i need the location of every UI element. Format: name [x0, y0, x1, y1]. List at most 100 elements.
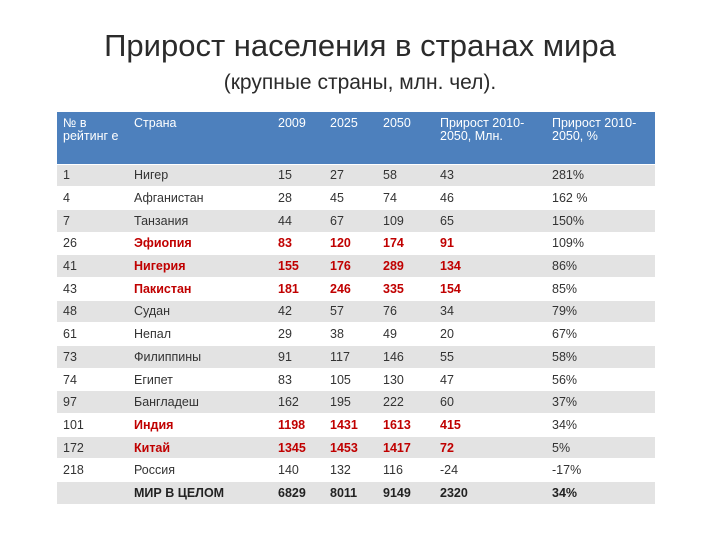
cell-y2009: 91: [272, 345, 324, 369]
cell-growth-abs: 134: [434, 254, 546, 278]
cell-rank: 48: [57, 299, 128, 323]
cell-rank: 41: [57, 254, 128, 278]
table-total-row: МИР В ЦЕЛОМ 6829 8011 9149 2320 34%: [57, 481, 655, 505]
cell-growth-pct: 162 %: [546, 186, 655, 210]
header-rank: № в рейтинг е: [57, 112, 128, 164]
table-row: 4 Афганистан 28 45 74 46 162 %: [57, 186, 655, 210]
cell-country: Судан: [128, 299, 272, 323]
cell-y2009: 42: [272, 299, 324, 323]
cell-y2050: 130: [377, 367, 434, 391]
cell-y2009: 15: [272, 163, 324, 187]
table-row: 73 Филиппины 91 117 146 55 58%: [57, 345, 655, 369]
cell-y2050: 49: [377, 322, 434, 346]
cell-rank: 218: [57, 458, 128, 482]
population-table: № в рейтинг е Страна 2009 2025 2050 Прир…: [57, 112, 655, 505]
cell-y2009: 6829: [272, 481, 324, 505]
cell-y2009: 181: [272, 276, 324, 301]
cell-y2050: 289: [377, 254, 434, 278]
cell-y2050: 74: [377, 186, 434, 210]
cell-growth-abs: 72: [434, 435, 546, 459]
cell-rank: 7: [57, 208, 128, 233]
cell-growth-abs: 43: [434, 163, 546, 187]
cell-growth-pct: 67%: [546, 322, 655, 346]
cell-growth-abs: 55: [434, 345, 546, 369]
cell-country: Танзания: [128, 208, 272, 233]
cell-rank: 97: [57, 390, 128, 414]
cell-rank: [57, 481, 128, 505]
cell-y2050: 335: [377, 276, 434, 301]
cell-y2050: 58: [377, 163, 434, 187]
table-row: 61 Непал 29 38 49 20 67%: [57, 322, 655, 346]
cell-growth-abs: 34: [434, 299, 546, 323]
cell-growth-pct: 34%: [546, 413, 655, 437]
cell-country: Эфиопия: [128, 231, 272, 255]
cell-y2025: 57: [324, 299, 377, 323]
table-row: 26 Эфиопия 83 120 174 91 109%: [57, 231, 655, 255]
cell-y2025: 38: [324, 322, 377, 346]
cell-y2009: 83: [272, 367, 324, 391]
cell-y2009: 1198: [272, 413, 324, 437]
cell-rank: 172: [57, 435, 128, 459]
cell-y2009: 83: [272, 231, 324, 255]
table-header-row: № в рейтинг е Страна 2009 2025 2050 Прир…: [57, 112, 655, 164]
cell-growth-pct: 86%: [546, 254, 655, 278]
cell-y2025: 195: [324, 390, 377, 414]
cell-y2025: 27: [324, 163, 377, 187]
cell-country: Индия: [128, 413, 272, 437]
table-row: 43 Пакистан 181 246 335 154 85%: [57, 276, 655, 301]
cell-growth-abs: 65: [434, 208, 546, 233]
page-title: Прирост населения в странах мира: [104, 28, 616, 63]
cell-y2050: 1613: [377, 413, 434, 437]
cell-y2009: 155: [272, 254, 324, 278]
cell-y2025: 246: [324, 276, 377, 301]
cell-rank: 61: [57, 322, 128, 346]
cell-growth-pct: 281%: [546, 163, 655, 187]
table-row: 1 Нигер 15 27 58 43 281%: [57, 163, 655, 187]
cell-rank: 101: [57, 413, 128, 437]
cell-growth-pct: 150%: [546, 208, 655, 233]
cell-growth-abs: 2320: [434, 481, 546, 505]
cell-growth-abs: 91: [434, 231, 546, 255]
cell-rank: 43: [57, 276, 128, 301]
cell-y2025: 120: [324, 231, 377, 255]
cell-y2009: 162: [272, 390, 324, 414]
table-row: 41 Нигерия 155 176 289 134 86%: [57, 254, 655, 278]
cell-country: Непал: [128, 322, 272, 346]
cell-growth-abs: 47: [434, 367, 546, 391]
cell-y2050: 116: [377, 458, 434, 482]
header-growth-abs: Прирост 2010-2050, Млн.: [434, 112, 546, 164]
cell-growth-pct: 5%: [546, 435, 655, 459]
cell-country: Нигерия: [128, 254, 272, 278]
cell-y2050: 146: [377, 345, 434, 369]
table-row: 7 Танзания 44 67 109 65 150%: [57, 208, 655, 233]
cell-growth-pct: 85%: [546, 276, 655, 301]
cell-rank: 4: [57, 186, 128, 210]
header-2050: 2050: [377, 112, 434, 164]
page-subtitle: (крупные страны, млн. чел).: [223, 71, 497, 94]
cell-country: Филиппины: [128, 345, 272, 369]
cell-growth-abs: 20: [434, 322, 546, 346]
table-row: 101 Индия 1198 1431 1613 415 34%: [57, 413, 655, 437]
cell-growth-abs: 46: [434, 186, 546, 210]
cell-growth-pct: 109%: [546, 231, 655, 255]
table-row: 218 Россия 140 132 116 -24 -17%: [57, 458, 655, 482]
cell-y2025: 176: [324, 254, 377, 278]
cell-growth-pct: 58%: [546, 345, 655, 369]
cell-rank: 73: [57, 345, 128, 369]
cell-country: Китай: [128, 435, 272, 459]
cell-y2025: 8011: [324, 481, 377, 505]
cell-rank: 1: [57, 163, 128, 187]
cell-country: Египет: [128, 367, 272, 391]
header-2009: 2009: [272, 112, 324, 164]
cell-growth-pct: -17%: [546, 458, 655, 482]
header-growth-pct: Прирост 2010-2050, %: [546, 112, 655, 164]
table-row: 48 Судан 42 57 76 34 79%: [57, 299, 655, 323]
cell-y2025: 45: [324, 186, 377, 210]
cell-country: Афганистан: [128, 186, 272, 210]
cell-y2050: 222: [377, 390, 434, 414]
cell-y2009: 44: [272, 208, 324, 233]
table-row: 74 Египет 83 105 130 47 56%: [57, 367, 655, 391]
header-country: Страна: [128, 112, 272, 164]
cell-growth-abs: 60: [434, 390, 546, 414]
cell-y2025: 1453: [324, 435, 377, 459]
